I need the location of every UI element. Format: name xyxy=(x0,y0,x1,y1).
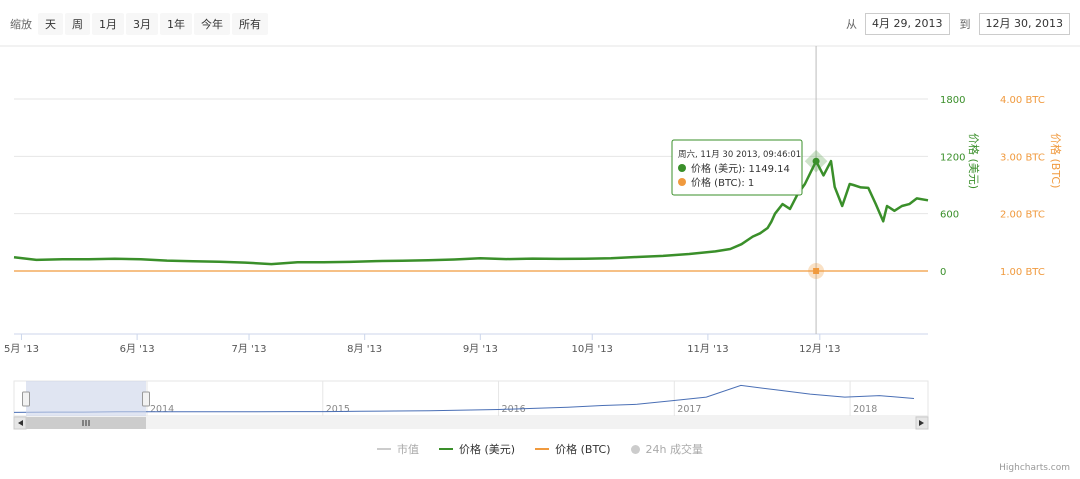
legend-item-usd[interactable]: 价格 (美元) xyxy=(439,441,515,457)
x-tick-label: 5月 '13 xyxy=(4,343,39,355)
navigator-handle-left[interactable] xyxy=(22,391,30,407)
x-tick-label: 10月 '13 xyxy=(572,343,613,355)
grid-lines xyxy=(0,45,1080,335)
y-axis-btc: 1.00 BTC 2.00 BTC 3.00 BTC 4.00 BTC xyxy=(1000,95,1045,278)
tooltip-btc-text: 价格 (BTC): 1 xyxy=(691,176,754,189)
legend-line-usd xyxy=(439,448,454,450)
y-tick-btc: 3.00 BTC xyxy=(1000,152,1045,163)
scroll-left-arrow-icon xyxy=(18,420,23,426)
credit-link[interactable]: Highcharts.com xyxy=(999,463,1070,473)
y-tick-usd: 1800 xyxy=(940,95,965,106)
y-tick-btc: 2.00 BTC xyxy=(1000,210,1045,221)
legend-line-market-cap xyxy=(377,448,392,450)
legend-label-usd: 价格 (美元) xyxy=(459,443,516,456)
legend-line-btc xyxy=(535,448,550,450)
y-axis-usd-title: 价格 (美元) xyxy=(967,133,981,189)
legend: 市值 价格 (美元) 价格 (BTC) 24h 成交量 xyxy=(0,441,1080,457)
series-group xyxy=(13,159,929,272)
zoom-button-1m[interactable]: 1月 xyxy=(92,13,124,35)
usd-price-line xyxy=(13,159,929,266)
navigator-selection[interactable] xyxy=(26,381,146,416)
zoom-button-3m[interactable]: 3月 xyxy=(126,13,158,35)
tooltip-usd-text: 价格 (美元): 1149.14 xyxy=(691,162,790,175)
range-to-input[interactable]: 12月 30, 2013 xyxy=(978,13,1070,35)
zoom-button-ytd[interactable]: 今年 xyxy=(194,13,230,35)
navigator-year-label: 2014 xyxy=(150,404,174,415)
tooltip-usd-marker xyxy=(678,164,686,172)
range-from-label: 从 xyxy=(846,18,858,31)
legend-item-market-cap[interactable]: 市值 xyxy=(377,441,419,457)
x-tick-label: 8月 '13 xyxy=(347,343,382,355)
scroll-right-arrow-icon xyxy=(919,420,924,426)
legend-item-volume[interactable]: 24h 成交量 xyxy=(630,441,703,457)
x-tick-label: 11月 '13 xyxy=(687,343,728,355)
y-tick-usd: 0 xyxy=(940,267,946,278)
hover-marker-btc xyxy=(813,268,820,274)
legend-label-market-cap: 市值 xyxy=(397,443,420,456)
y-tick-usd: 1200 xyxy=(940,152,965,163)
navigator-handle-right[interactable] xyxy=(142,391,150,407)
range-from-input[interactable]: 4月 29, 2013 xyxy=(865,13,950,35)
crosshair xyxy=(804,46,828,334)
scrollbar-track[interactable] xyxy=(14,417,928,429)
zoom-toolbar: 缩放 天 周 1月 3月 1年 今年 所有 xyxy=(10,12,270,36)
y-tick-usd: 600 xyxy=(940,210,959,221)
y-axis-btc-title: 价格 (BTC) xyxy=(1049,133,1063,188)
navigator-year-label: 2017 xyxy=(677,404,701,415)
zoom-button-day[interactable]: 天 xyxy=(38,13,63,35)
legend-label-volume: 24h 成交量 xyxy=(645,443,703,456)
y-tick-btc: 1.00 BTC xyxy=(1000,267,1045,278)
navigator-year-label: 2018 xyxy=(853,404,877,415)
price-chart: 5月 '13 6月 '13 7月 '13 8月 '13 9月 '13 10月 '13 11月… xyxy=(0,45,1080,430)
navigator-series xyxy=(13,384,915,413)
zoom-label: 缩放 xyxy=(10,18,32,31)
scrollbar-grip-icon xyxy=(82,420,90,426)
legend-label-btc: 价格 (BTC) xyxy=(555,443,611,456)
date-range: 从 4月 29, 2013 到 12月 30, 2013 xyxy=(846,13,1070,35)
zoom-button-all[interactable]: 所有 xyxy=(232,13,268,35)
legend-dot-volume xyxy=(630,444,640,454)
legend-item-btc[interactable]: 价格 (BTC) xyxy=(535,441,611,457)
x-axis: 5月 '13 6月 '13 7月 '13 8月 '13 9月 '13 10月 '13 11月… xyxy=(4,334,841,355)
navigator-year-label: 2015 xyxy=(326,404,350,415)
y-tick-btc: 4.00 BTC xyxy=(1000,95,1045,106)
tooltip-btc-marker xyxy=(678,178,686,186)
tooltip: 周六, 11月 30 2013, 09:46:01 价格 (美元): 1149.… xyxy=(671,139,803,196)
y-axis-usd: 0 600 1200 1800 xyxy=(940,95,965,278)
zoom-button-week[interactable]: 周 xyxy=(65,13,90,35)
range-to-label: 到 xyxy=(959,18,971,31)
tooltip-header: 周六, 11月 30 2013, 09:46:01 xyxy=(678,149,801,160)
x-tick-label: 7月 '13 xyxy=(232,343,267,355)
hover-marker-usd xyxy=(812,157,820,165)
zoom-button-1y[interactable]: 1年 xyxy=(160,13,192,35)
x-tick-label: 12月 '13 xyxy=(799,343,840,355)
x-tick-label: 6月 '13 xyxy=(120,343,155,355)
navigator[interactable]: 2014 2015 2016 2017 2018 xyxy=(13,380,929,430)
tooltip-box xyxy=(671,139,803,196)
x-tick-label: 9月 '13 xyxy=(463,343,498,355)
